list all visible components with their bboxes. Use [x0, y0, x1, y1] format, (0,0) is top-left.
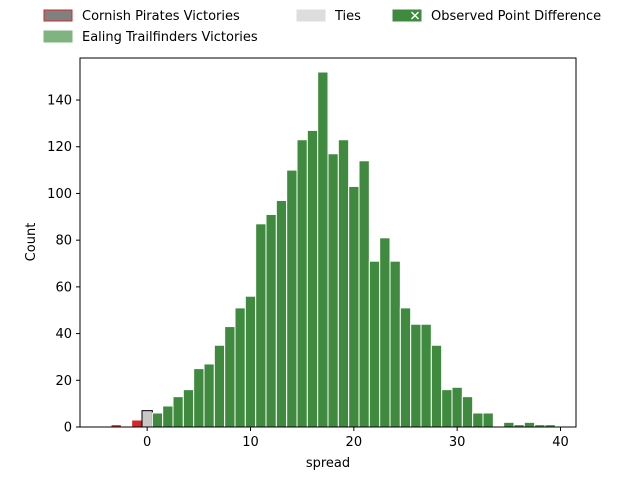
histogram-bar [327, 153, 339, 428]
legend-swatch [43, 9, 73, 22]
histogram-bar [255, 223, 267, 428]
x-axis: 0 10 20 30 40 [143, 427, 569, 450]
histogram-bar [141, 410, 153, 428]
y-tick-label: 100 [47, 187, 72, 202]
histogram-bar [420, 323, 432, 428]
histogram-bar [182, 389, 195, 428]
histogram-bar [358, 160, 370, 428]
histogram-bar [503, 421, 515, 428]
histogram-bar [430, 344, 443, 428]
histogram-bar [306, 129, 319, 428]
x-tick-label: 40 [552, 435, 569, 450]
y-tick-label: 80 [55, 234, 72, 249]
y-axis: 0 20 40 60 80 100 120 140 [47, 94, 80, 436]
histogram-bar [410, 323, 422, 428]
histogram-bar [224, 326, 236, 428]
y-tick-label: 60 [55, 280, 72, 295]
histogram-bar [151, 412, 164, 428]
histogram-bar [286, 169, 298, 428]
histogram-bar [461, 396, 474, 428]
histogram-bar [162, 405, 174, 428]
x-tick-label: 20 [346, 435, 363, 450]
histogram-bar [472, 412, 484, 428]
histogram-bar [451, 386, 463, 428]
legend-entry: Observed Point Difference [392, 9, 601, 24]
legend-swatch [296, 9, 326, 22]
histogram-bar [379, 237, 391, 428]
histogram-bar [337, 139, 350, 428]
histogram-bar [348, 185, 360, 428]
y-tick-label: 140 [47, 94, 72, 109]
legend-entry: Ties [296, 9, 361, 24]
histogram-bar [482, 412, 494, 428]
legend-label: Ealing Trailfinders Victories [82, 30, 258, 45]
legend-x-marker [411, 11, 419, 20]
histogram-bar [368, 260, 381, 428]
x-tick-label: 30 [449, 435, 466, 450]
histogram-bar [244, 295, 257, 428]
histogram-bar [213, 344, 226, 428]
histogram-bar [265, 213, 277, 428]
histogram-bar [441, 389, 453, 428]
y-axis-label: Count [24, 223, 39, 262]
y-tick-label: 0 [64, 421, 72, 436]
y-tick-label: 40 [55, 327, 72, 342]
y-tick-label: 20 [55, 374, 72, 389]
legend-entry: Cornish Pirates Victories [43, 9, 240, 24]
histogram-bar [296, 139, 308, 428]
legend-swatch [392, 9, 422, 22]
x-tick-label: 0 [143, 435, 151, 450]
histogram-bar [275, 199, 288, 428]
histogram-bar [193, 368, 205, 428]
legend-swatch [43, 30, 73, 43]
histogram-bar [389, 260, 401, 428]
histogram-bar [399, 307, 412, 428]
y-tick-label: 120 [47, 140, 72, 155]
histogram-bar [172, 396, 184, 428]
legend-label: Ties [334, 9, 361, 24]
histogram-bar [234, 307, 246, 428]
plot-frame [79, 57, 577, 428]
legend-label: Cornish Pirates Victories [82, 9, 240, 24]
legend-label: Observed Point Difference [431, 9, 601, 24]
histogram-bar [131, 419, 143, 428]
legend: Cornish Pirates Victories Ealing Trailfin… [43, 9, 601, 45]
legend-entry: Ealing Trailfinders Victories [43, 30, 258, 45]
histogram-bar [317, 71, 329, 428]
x-axis-label: spread [306, 456, 350, 471]
x-tick-label: 10 [242, 435, 259, 450]
histogram-bar [203, 363, 215, 428]
histogram-bar [523, 421, 536, 428]
